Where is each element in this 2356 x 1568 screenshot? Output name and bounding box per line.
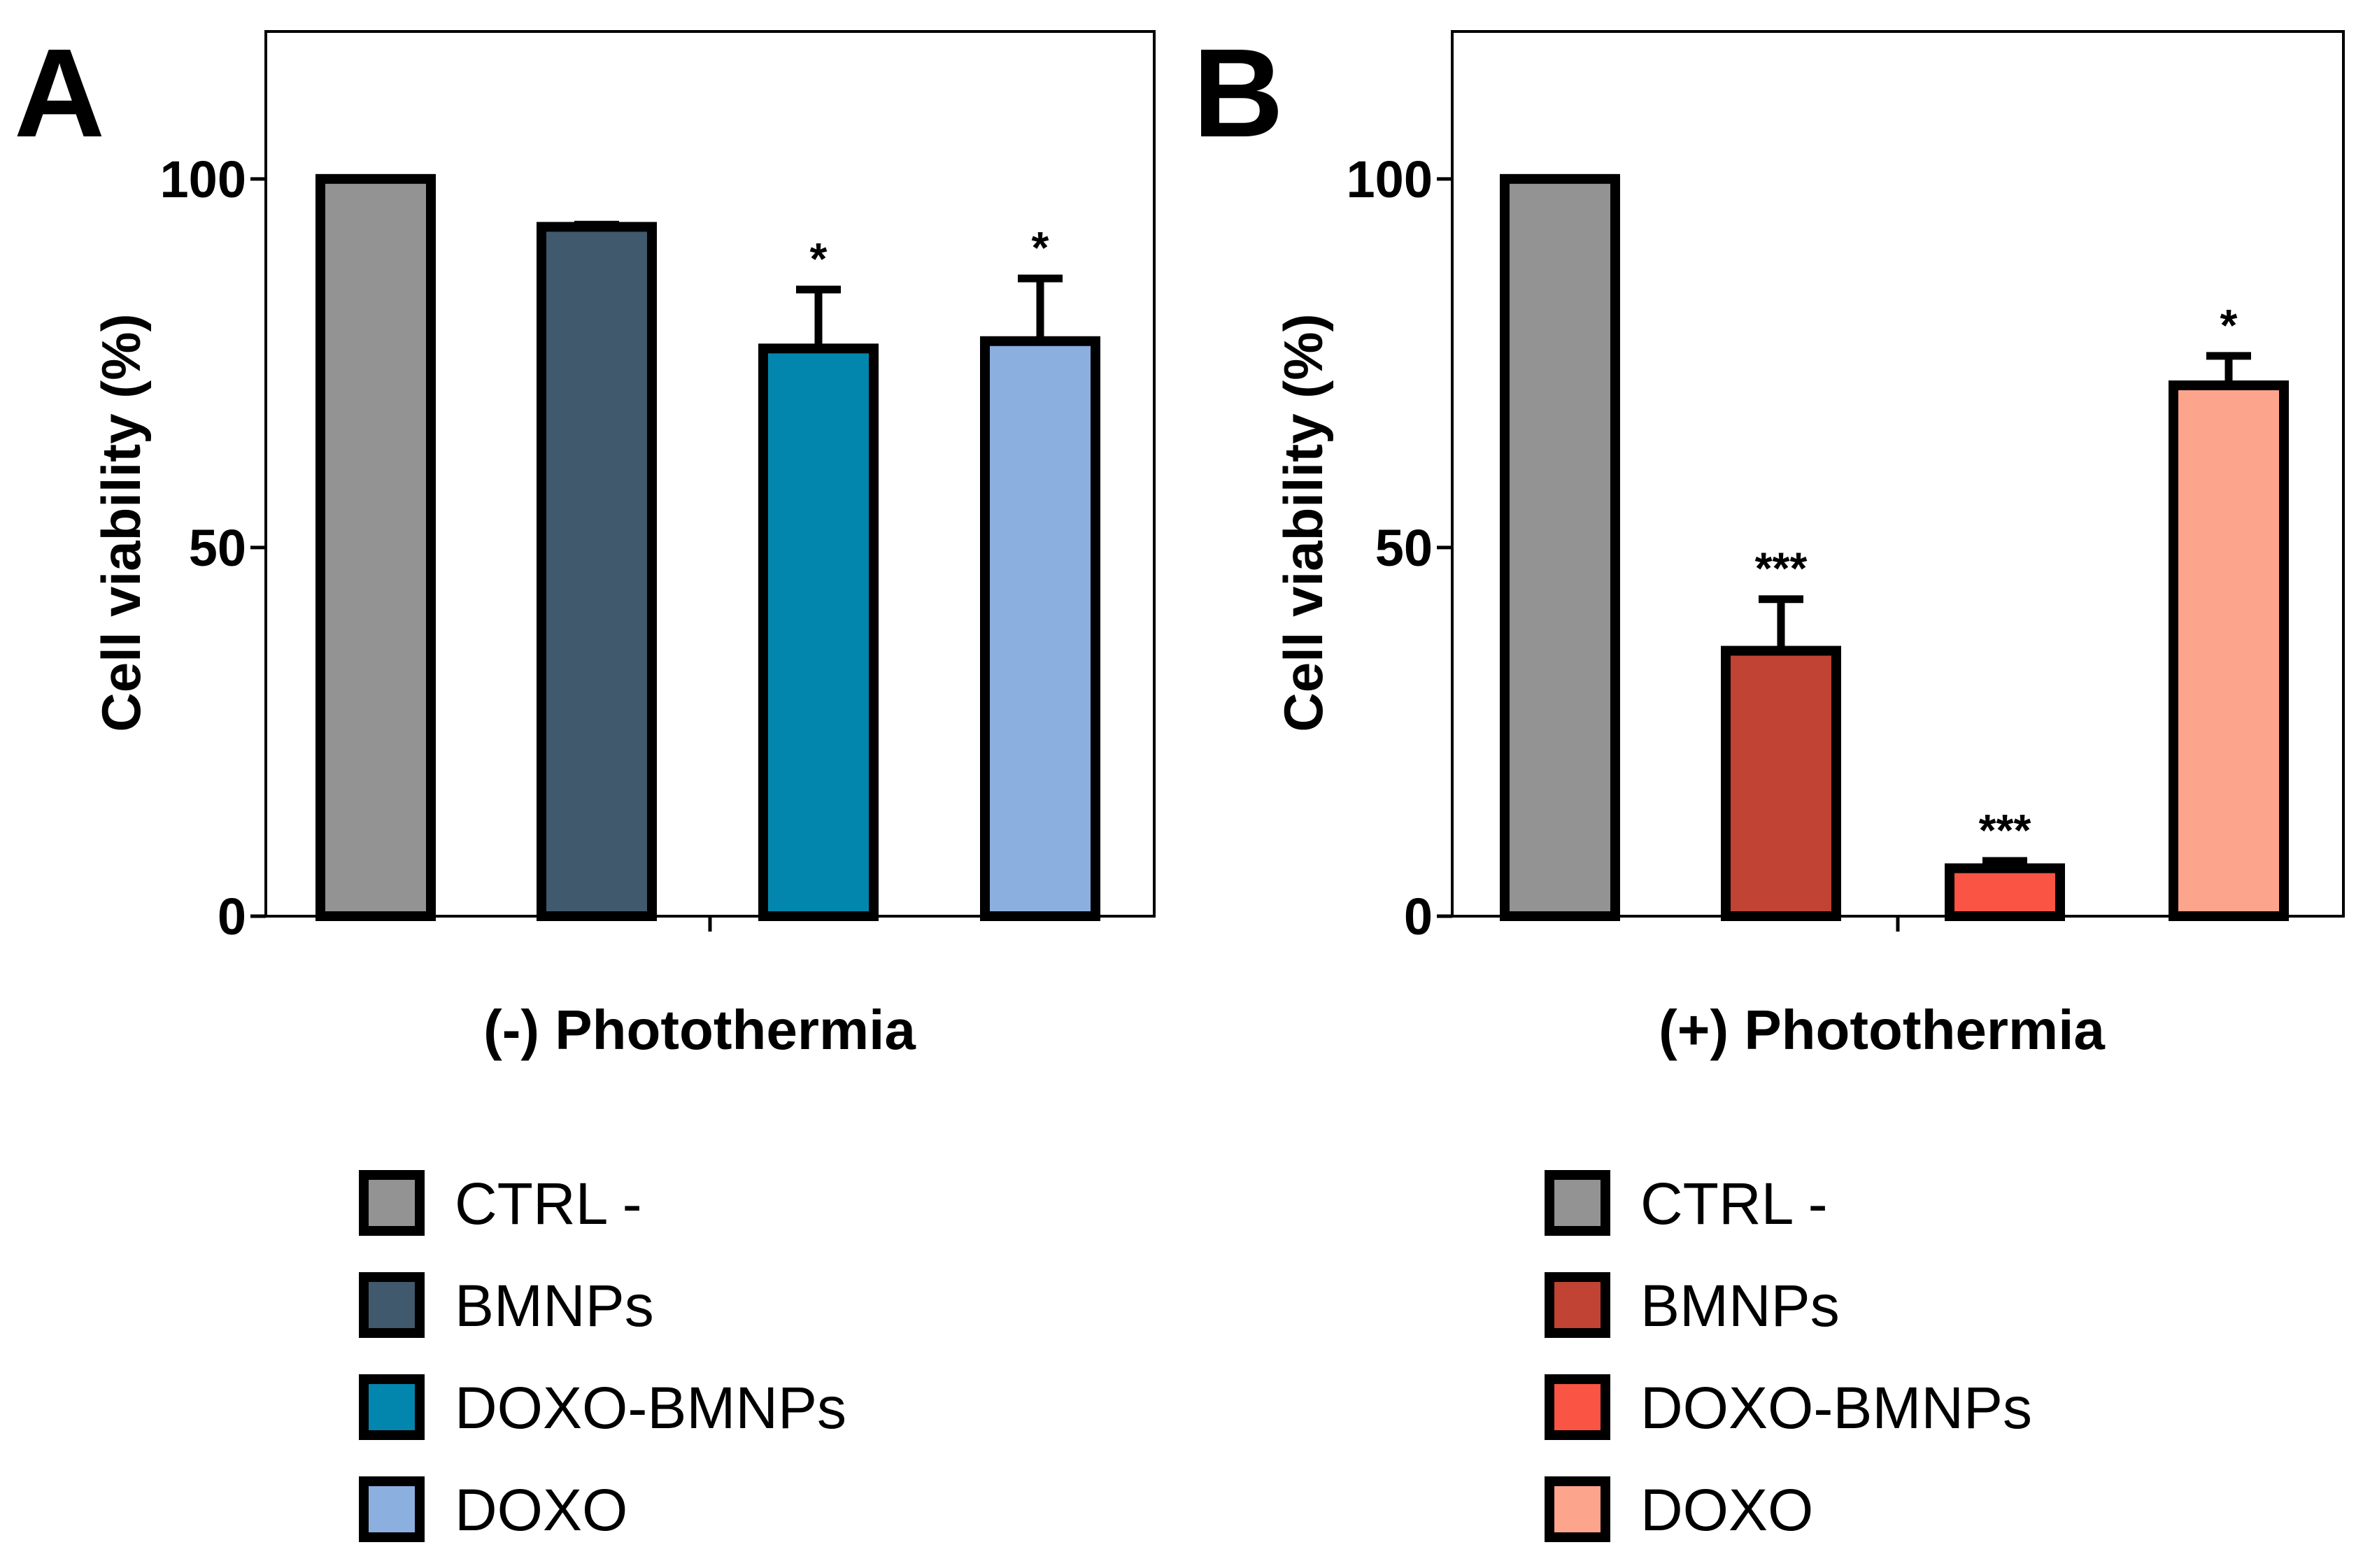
x-axis-label: (+) Photothermia [1659, 999, 2105, 1061]
legend-swatch [1545, 1170, 1610, 1236]
legend-label: CTRL - [1640, 1171, 1828, 1236]
y-tick-label: 0 [218, 888, 246, 946]
bar-doxo-bmnps [1945, 863, 2065, 921]
legend-swatch [359, 1476, 425, 1542]
legend-label: DOXO-BMNPs [1640, 1375, 2032, 1441]
y-tick-label: 100 [1347, 150, 1433, 208]
legend-swatch [1545, 1374, 1610, 1440]
bar-ctrl [315, 173, 436, 921]
legend-swatch [359, 1272, 425, 1338]
legend-label: BMNPs [455, 1273, 654, 1339]
bar-doxo-bmnps [758, 343, 879, 921]
legend-label: DOXO [1640, 1477, 1813, 1543]
legend-swatch [1545, 1272, 1610, 1338]
y-tick-label: 50 [189, 519, 246, 577]
legend-label: DOXO [455, 1477, 627, 1543]
legend-swatch [1545, 1476, 1610, 1542]
bar-doxo [980, 336, 1100, 921]
legend-label: DOXO-BMNPs [455, 1375, 846, 1441]
bar-bmnps [537, 222, 657, 921]
panel-letter: A [14, 23, 105, 164]
bar-bmnps [1721, 646, 1841, 921]
significance-marker: * [810, 234, 828, 284]
bar-ctrl [1500, 173, 1620, 921]
y-axis-label: Cell viability (%) [90, 313, 152, 732]
panel-letter: B [1193, 23, 1284, 164]
significance-marker: * [1032, 222, 1049, 273]
panel-b: B 0 50 100 Cell viability (%) (+) Photothermi… [1193, 23, 2345, 1543]
x-axis-label: (-) Photothermia [483, 999, 916, 1061]
panel-a: A 0 50 100 Cell viability (%) (-) Photothermi… [14, 23, 1156, 1543]
legend-swatch [359, 1374, 425, 1440]
y-axis-label: Cell viability (%) [1272, 313, 1334, 732]
significance-marker: *** [1755, 543, 1808, 594]
bar-doxo [2169, 380, 2289, 921]
y-tick-label: 0 [1404, 888, 1433, 946]
legend-label: CTRL - [455, 1171, 642, 1236]
y-tick-label: 50 [1375, 519, 1433, 577]
legend-swatch [359, 1170, 425, 1236]
significance-marker: *** [1979, 805, 2031, 855]
legend-label: BMNPs [1640, 1273, 1840, 1339]
significance-marker: * [2220, 300, 2238, 350]
y-tick-label: 100 [160, 150, 246, 208]
